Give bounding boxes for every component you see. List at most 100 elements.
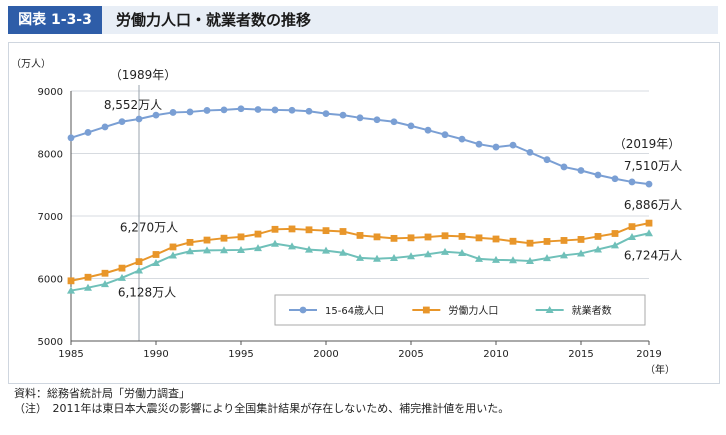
data-point bbox=[475, 254, 483, 262]
source-note: 資料：総務省統計局「労働力調査」 bbox=[14, 387, 190, 400]
data-point bbox=[305, 245, 313, 253]
data-point bbox=[560, 163, 568, 171]
data-point bbox=[101, 269, 109, 277]
y-tick-label: 6000 bbox=[38, 275, 63, 286]
data-point bbox=[475, 140, 483, 148]
x-tick-label: 1995 bbox=[228, 349, 253, 360]
data-point bbox=[373, 254, 381, 262]
x-tick-label: 2000 bbox=[313, 349, 338, 360]
data-point bbox=[628, 223, 636, 231]
data-point bbox=[509, 256, 517, 264]
data-point bbox=[458, 135, 466, 143]
y-axis-label: （万人） bbox=[11, 58, 51, 70]
series-2 bbox=[67, 229, 653, 294]
data-point bbox=[560, 251, 568, 259]
data-point bbox=[424, 233, 432, 241]
annotation-label: 6,128万人 bbox=[118, 286, 176, 300]
data-point bbox=[186, 247, 194, 255]
data-point bbox=[169, 109, 177, 116]
legend-box bbox=[274, 294, 646, 326]
data-point bbox=[356, 232, 364, 239]
data-point bbox=[305, 107, 313, 115]
data-point bbox=[628, 178, 636, 186]
x-tick-label: 2005 bbox=[398, 349, 423, 360]
data-point bbox=[407, 122, 415, 130]
data-point bbox=[322, 110, 330, 118]
data-point bbox=[271, 239, 279, 247]
data-point bbox=[237, 245, 245, 253]
data-point bbox=[322, 246, 330, 254]
data-point bbox=[390, 234, 398, 242]
remark-note: （注） 2011年は東日本大震災の影響により全国集計結果が存在しないため、補完推… bbox=[14, 402, 510, 415]
data-point bbox=[135, 266, 143, 274]
data-point bbox=[526, 148, 534, 156]
data-point bbox=[373, 116, 381, 124]
data-point bbox=[67, 277, 75, 285]
data-point bbox=[543, 254, 551, 262]
x-tick-label: 1985 bbox=[58, 349, 83, 360]
data-point bbox=[577, 167, 585, 174]
data-point bbox=[543, 156, 551, 164]
figure-number: 図表 1-3-3 bbox=[8, 6, 102, 34]
data-point bbox=[271, 106, 279, 114]
data-point bbox=[288, 106, 296, 114]
data-point bbox=[339, 248, 347, 256]
data-point bbox=[339, 228, 347, 235]
data-point bbox=[186, 108, 194, 116]
data-point bbox=[458, 232, 466, 240]
data-point bbox=[203, 246, 211, 254]
x-tick-label: 2019 bbox=[636, 349, 661, 360]
annotation-label: 6,886万人 bbox=[624, 198, 682, 212]
y-tick-label: 7000 bbox=[38, 212, 63, 223]
figure-header bbox=[8, 6, 718, 34]
data-point bbox=[577, 249, 585, 257]
data-point bbox=[475, 234, 483, 242]
data-point bbox=[220, 234, 228, 242]
y-tick-label: 9000 bbox=[38, 87, 63, 98]
data-point bbox=[645, 229, 653, 237]
data-point bbox=[441, 232, 449, 240]
data-point bbox=[220, 106, 228, 114]
data-point bbox=[526, 239, 534, 247]
data-point bbox=[152, 251, 160, 258]
data-point bbox=[424, 126, 432, 134]
annotation-label: （1989年） bbox=[110, 68, 177, 82]
data-point bbox=[492, 143, 500, 151]
data-point bbox=[254, 106, 262, 113]
data-point bbox=[237, 233, 245, 241]
annotation-label: （2019年） bbox=[614, 137, 681, 151]
data-point bbox=[373, 233, 381, 241]
data-point bbox=[203, 236, 211, 244]
x-tick-label: 2010 bbox=[483, 349, 508, 360]
series-0 bbox=[67, 105, 653, 188]
annotations: （1989年） 8,552万人 6,270万人 6,128万人 （2019年） 7,510… bbox=[104, 68, 682, 300]
x-tick-label: 1990 bbox=[143, 349, 168, 360]
legend-swatch-marker bbox=[299, 306, 307, 314]
annotation-label: 6,270万人 bbox=[120, 221, 178, 235]
series-1 bbox=[67, 219, 653, 285]
data-point bbox=[390, 118, 398, 126]
data-point bbox=[424, 250, 432, 258]
data-point bbox=[611, 175, 619, 183]
data-point bbox=[441, 131, 449, 139]
data-point bbox=[152, 111, 160, 119]
axes bbox=[70, 91, 649, 342]
data-point bbox=[203, 107, 211, 114]
legend-swatch-marker bbox=[422, 306, 430, 314]
data-point bbox=[492, 235, 500, 243]
data-point bbox=[288, 242, 296, 250]
data-point bbox=[169, 251, 177, 259]
data-point bbox=[186, 238, 194, 246]
data-point bbox=[594, 245, 602, 253]
figure-title: 労働力人口・就業者数の推移 bbox=[116, 11, 312, 29]
data-point bbox=[577, 236, 585, 243]
data-point bbox=[509, 237, 517, 245]
chart-container: 5000 6000 7000 8000 9000 1985 1990 1995 2000 2005… bbox=[8, 42, 720, 384]
data-point bbox=[594, 233, 602, 240]
data-point bbox=[356, 114, 364, 122]
legend-label: 労働力人口 bbox=[448, 304, 498, 317]
data-point bbox=[271, 225, 279, 233]
data-point bbox=[169, 243, 177, 251]
data-point bbox=[220, 246, 228, 254]
